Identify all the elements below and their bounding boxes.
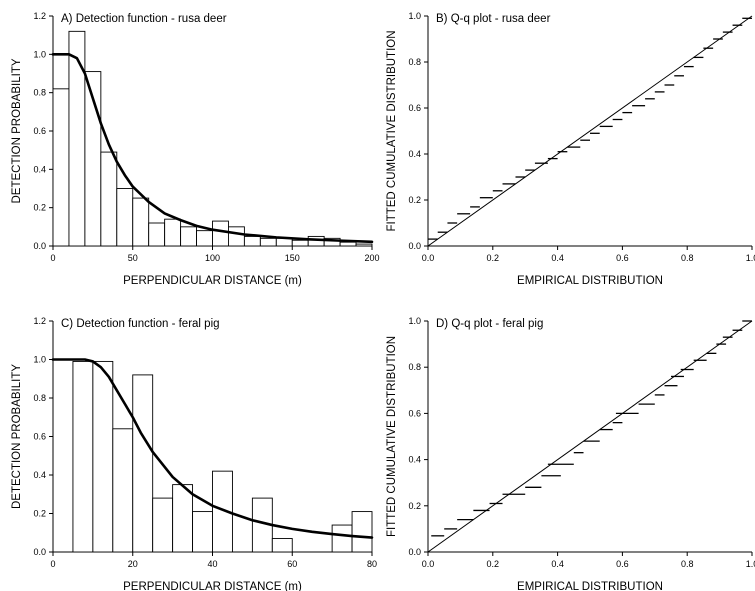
x-tick-label: 0 bbox=[50, 253, 55, 263]
histogram-bar bbox=[271, 538, 293, 553]
x-tick-label: 0.6 bbox=[616, 559, 629, 569]
y-tick-label: 1.2 bbox=[33, 316, 46, 326]
histogram-bar bbox=[355, 243, 373, 247]
histogram-bar bbox=[68, 30, 86, 247]
x-tick-label: 0.0 bbox=[422, 253, 435, 263]
x-tick-label: 100 bbox=[205, 253, 220, 263]
histogram-bar bbox=[196, 230, 213, 247]
y-tick-label: 0.4 bbox=[33, 164, 46, 174]
x-tick-label: 1.0 bbox=[746, 253, 755, 263]
x-tick-label: 0.4 bbox=[551, 253, 564, 263]
histogram-bar bbox=[291, 239, 309, 247]
y-tick-label: 1.0 bbox=[33, 355, 46, 365]
reference-line bbox=[427, 15, 753, 247]
x-tick-label: 60 bbox=[287, 559, 297, 569]
histogram-bar bbox=[212, 220, 229, 247]
x-tick-label: 0 bbox=[50, 559, 55, 569]
y-tick-label: 0.6 bbox=[408, 103, 421, 113]
panel-a: 0 50 100 150 200 0.0 0.2 0.4 0.6 0.8 1.0 1.2 A) Dete… bbox=[11, 11, 380, 287]
histogram-bar bbox=[172, 484, 194, 553]
y-tick-label: 0.8 bbox=[408, 362, 421, 372]
y-tick-label: 0.2 bbox=[33, 509, 46, 519]
y-axis-title: FITTED CUMULATIVE DISTRIBUTION bbox=[386, 336, 398, 537]
x-tick-label: 0.2 bbox=[487, 559, 500, 569]
y-tick-label: 0.0 bbox=[33, 241, 46, 251]
y-tick-label: 0.8 bbox=[33, 393, 46, 403]
histogram-bar bbox=[227, 226, 245, 247]
x-tick-label: 0.4 bbox=[551, 559, 564, 569]
histogram-bar bbox=[212, 470, 233, 553]
histogram-bar bbox=[351, 511, 373, 553]
x-axis-title: EMPIRICAL DISTRIBUTION bbox=[517, 581, 663, 591]
x-tick-label: 0.2 bbox=[487, 253, 500, 263]
panel-b: 0.0 0.2 0.4 0.6 0.8 1.0 0.0 0.2 0.4 0.6 0.8 1.0 B) Q… bbox=[386, 11, 755, 287]
y-tick-label: 0.6 bbox=[33, 432, 46, 442]
histogram-bar bbox=[164, 218, 182, 247]
x-tick-label: 40 bbox=[207, 559, 217, 569]
x-tick-label: 20 bbox=[128, 559, 138, 569]
x-tick-label: 50 bbox=[128, 253, 138, 263]
panel-d: 0.0 0.2 0.4 0.6 0.8 1.0 0.0 0.2 0.4 0.6 0.8 1.0 D) Q… bbox=[386, 316, 755, 591]
y-axis-title: DETECTION PROBABILITY bbox=[11, 58, 23, 203]
y-axis-title: DETECTION PROBABILITY bbox=[11, 364, 23, 509]
y-tick-label: 1.0 bbox=[408, 11, 421, 21]
x-tick-label: 0.8 bbox=[681, 253, 694, 263]
y-tick-label: 0.8 bbox=[408, 57, 421, 67]
x-tick-label: 80 bbox=[367, 559, 377, 569]
y-tick-label: 0.6 bbox=[33, 126, 46, 136]
y-tick-label: 0.0 bbox=[408, 547, 421, 557]
y-tick-label: 0.6 bbox=[408, 408, 421, 418]
x-tick-label: 200 bbox=[364, 253, 379, 263]
y-tick-label: 0.4 bbox=[33, 470, 46, 480]
x-tick-label: 0.6 bbox=[616, 253, 629, 263]
panel-title: B) Q-q plot - rusa deer bbox=[436, 13, 551, 25]
x-tick-label: 1.0 bbox=[746, 559, 755, 569]
y-tick-label: 1.0 bbox=[408, 316, 421, 326]
detection-curve bbox=[51, 53, 374, 244]
y-tick-label: 0.2 bbox=[408, 195, 421, 205]
y-tick-label: 0.4 bbox=[408, 149, 421, 159]
x-axis-title: EMPIRICAL DISTRIBUTION bbox=[517, 275, 663, 287]
histogram-bar bbox=[331, 524, 353, 553]
histogram-bar bbox=[180, 226, 198, 247]
x-tick-label: 150 bbox=[285, 253, 300, 263]
histogram-bar bbox=[52, 88, 70, 247]
histogram-bar bbox=[148, 222, 166, 247]
histogram-bar bbox=[132, 197, 150, 247]
y-tick-label: 0.0 bbox=[408, 241, 421, 251]
x-tick-label: 0.8 bbox=[681, 559, 694, 569]
y-tick-label: 0.0 bbox=[33, 547, 46, 557]
x-axis-title: PERPENDICULAR DISTANCE (m) bbox=[123, 275, 302, 287]
histogram-bar bbox=[152, 497, 174, 553]
y-tick-label: 0.2 bbox=[33, 203, 46, 213]
histogram-bar bbox=[116, 188, 134, 247]
histogram-bar bbox=[112, 428, 134, 553]
y-axis-title: FITTED CUMULATIVE DISTRIBUTION bbox=[386, 30, 398, 231]
y-tick-label: 1.2 bbox=[33, 11, 46, 21]
reference-line bbox=[427, 320, 753, 553]
x-tick-label: 0.0 bbox=[422, 559, 435, 569]
panel-title: C) Detection function - feral pig bbox=[61, 318, 220, 330]
detection-curve bbox=[51, 358, 374, 539]
histogram-bar bbox=[259, 237, 277, 247]
histogram-bar bbox=[192, 511, 213, 553]
histogram-bar bbox=[132, 374, 154, 553]
histogram-bar bbox=[100, 151, 118, 247]
panel-title: D) Q-q plot - feral pig bbox=[436, 318, 543, 330]
histogram-bar bbox=[339, 241, 357, 247]
histogram-bar bbox=[307, 235, 325, 247]
y-tick-label: 0.8 bbox=[33, 88, 46, 98]
histogram-bar bbox=[92, 360, 114, 553]
y-tick-label: 0.2 bbox=[408, 501, 421, 511]
histogram-bar bbox=[243, 235, 261, 247]
histogram-bar bbox=[72, 360, 94, 553]
panel-title: A) Detection function - rusa deer bbox=[61, 13, 227, 25]
panel-c: 0 20 40 60 80 0.0 0.2 0.4 0.6 0.8 1.0 1.2 C) Detecti… bbox=[11, 316, 377, 591]
y-tick-label: 0.4 bbox=[408, 455, 421, 465]
x-axis-title: PERPENDICULAR DISTANCE (m) bbox=[123, 581, 302, 591]
y-tick-label: 1.0 bbox=[33, 49, 46, 59]
